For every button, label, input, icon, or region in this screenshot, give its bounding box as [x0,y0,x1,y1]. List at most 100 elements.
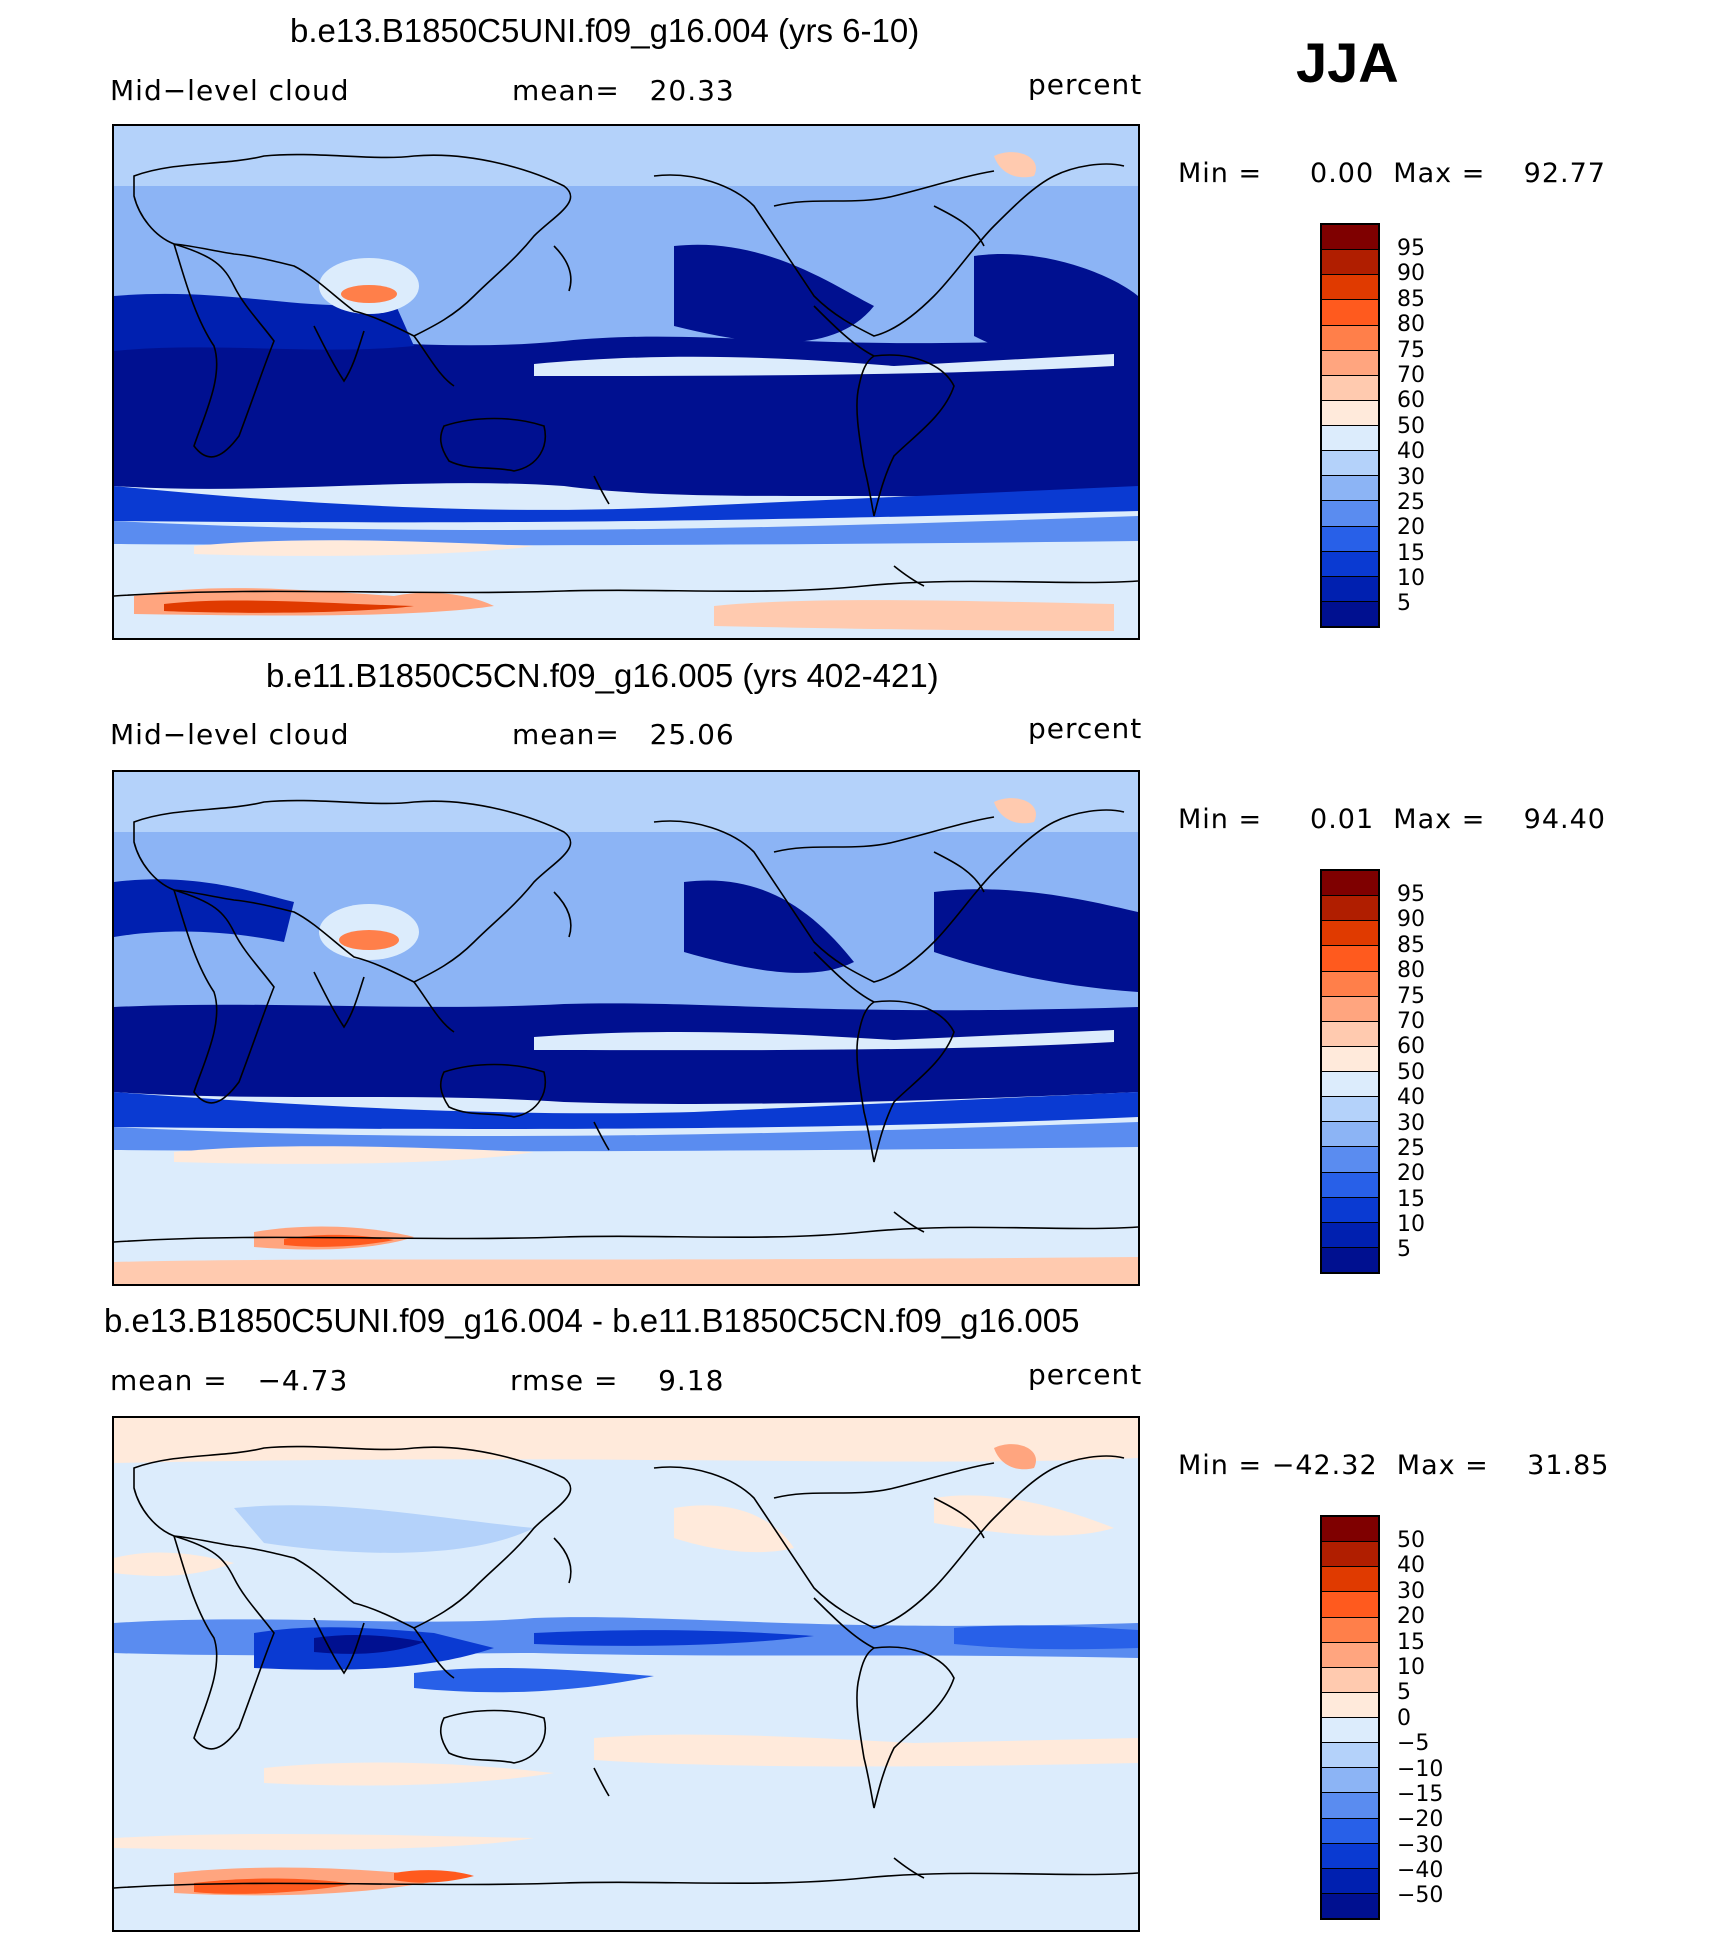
colorbar-swatch [1322,1542,1378,1568]
colorbar-tick-label: 95 [1397,882,1425,907]
panel-3-rmse: rmse = 9.18 [510,1364,725,1397]
colorbar-swatch [1322,250,1378,276]
colorbar-2 [1320,869,1380,1274]
colorbar-tick-label: 80 [1397,958,1425,984]
colorbar-swatch [1322,1247,1378,1272]
colorbar-swatch [1322,1592,1378,1618]
colorbar-swatch [1322,1718,1378,1744]
panel-2-map [112,770,1140,1286]
colorbar-tick-label: 10 [1397,1212,1425,1238]
colorbar-swatch [1322,1868,1378,1894]
panel-1-map [112,124,1140,640]
colorbar-swatch [1322,1893,1378,1918]
colorbar-swatch [1322,871,1378,897]
panel-1-mean: mean= 20.33 [512,74,735,107]
colorbar-swatch [1322,1122,1378,1148]
colorbar-swatch [1322,476,1378,502]
map-3-field [114,1418,1138,1930]
colorbar-tick-label: 30 [1397,464,1425,490]
colorbar-3-labels: 50 40 30 20 15 10 5 0 −5 −10 −15 −20 −30 −40 −50 [1397,1528,1443,1909]
colorbar-swatch [1322,400,1378,426]
colorbar-swatch [1322,1818,1378,1844]
colorbar-swatch [1322,1642,1378,1668]
colorbar-tick-label: 40 [1397,439,1425,465]
panel-3-title: b.e13.B1850C5UNI.f09_g16.004 - b.e11.B18… [104,1302,1080,1339]
colorbar-tick-label: 5 [1397,1680,1411,1706]
colorbar-tick-label: −20 [1397,1807,1444,1833]
colorbar-1 [1320,223,1380,628]
colorbar-tick-label: 5 [1397,1237,1411,1263]
colorbar-1-labels: 95 90 85 80 75 70 60 50 40 30 25 20 15 10 5 [1397,236,1425,617]
colorbar-swatch [1322,1567,1378,1593]
colorbar-3 [1320,1515,1380,1920]
colorbar-swatch [1322,1743,1378,1769]
colorbar-tick-label: −5 [1397,1731,1430,1757]
colorbar-tick-label: 25 [1397,1135,1425,1161]
colorbar-tick-label: 20 [1397,1604,1425,1630]
colorbar-swatch [1322,601,1378,626]
colorbar-swatch [1322,1768,1378,1794]
colorbar-tick-label: 70 [1397,362,1425,388]
panel-1-units: percent [1028,68,1143,101]
panel-3-map [112,1416,1140,1932]
colorbar-swatch [1322,1046,1378,1072]
colorbar-tick-label: 85 [1397,932,1425,958]
panel-1-variable: Mid−level cloud [110,74,350,107]
colorbar-swatch [1322,451,1378,477]
map-1-field [114,126,1138,638]
colorbar-tick-label: 10 [1397,1654,1425,1680]
colorbar-tick-label: 20 [1397,1161,1425,1187]
colorbar-swatch [1322,225,1378,251]
colorbar-tick-label: −30 [1397,1832,1444,1858]
colorbar-swatch [1322,501,1378,527]
colorbar-tick-label: −10 [1397,1756,1444,1782]
colorbar-tick-label: 70 [1397,1008,1425,1034]
colorbar-tick-label: −50 [1397,1883,1444,1909]
colorbar-swatch [1322,426,1378,452]
colorbar-tick-label: 80 [1397,312,1425,338]
panel-1-minmax: Min = 0.00 Max = 92.77 [1178,158,1606,189]
colorbar-tick-label: 10 [1397,566,1425,592]
colorbar-swatch [1322,946,1378,972]
colorbar-swatch [1322,375,1378,401]
colorbar-tick-label: 5 [1397,591,1411,617]
colorbar-swatch [1322,1843,1378,1869]
colorbar-tick-label: 30 [1397,1110,1425,1136]
panel-1-title: b.e13.B1850C5UNI.f09_g16.004 (yrs 6-10) [290,12,920,49]
colorbar-swatch [1322,1222,1378,1248]
colorbar-swatch [1322,996,1378,1022]
colorbar-swatch [1322,971,1378,997]
colorbar-tick-label: 15 [1397,1186,1425,1212]
colorbar-swatch [1322,921,1378,947]
colorbar-swatch [1322,275,1378,301]
colorbar-swatch [1322,1667,1378,1693]
colorbar-swatch [1322,1172,1378,1198]
colorbar-swatch [1322,526,1378,552]
colorbar-swatch [1322,1517,1378,1543]
season-label: JJA [1296,31,1399,94]
colorbar-tick-label: 15 [1397,540,1425,566]
colorbar-tick-label: 30 [1397,1578,1425,1604]
panel-3-mean: mean = −4.73 [110,1364,349,1397]
colorbar-tick-label: 90 [1397,261,1425,287]
colorbar-tick-label: 85 [1397,286,1425,312]
colorbar-swatch [1322,1617,1378,1643]
panel-3-minmax: Min = −42.32 Max = 31.85 [1178,1450,1610,1481]
colorbar-swatch [1322,1793,1378,1819]
colorbar-swatch [1322,1097,1378,1123]
colorbar-tick-label: 60 [1397,388,1425,414]
colorbar-tick-label: 60 [1397,1034,1425,1060]
map-2-field [114,772,1138,1284]
colorbar-tick-label: 50 [1397,1528,1425,1553]
colorbar-swatch [1322,551,1378,577]
colorbar-swatch [1322,1197,1378,1223]
colorbar-tick-label: 90 [1397,907,1425,933]
colorbar-tick-label: 25 [1397,489,1425,515]
colorbar-tick-label: −40 [1397,1858,1444,1884]
colorbar-swatch [1322,1692,1378,1718]
colorbar-tick-label: 50 [1397,413,1425,439]
panel-2-mean: mean= 25.06 [512,718,735,751]
colorbar-tick-label: 40 [1397,1553,1425,1579]
colorbar-tick-label: 40 [1397,1085,1425,1111]
colorbar-tick-label: 75 [1397,337,1425,363]
